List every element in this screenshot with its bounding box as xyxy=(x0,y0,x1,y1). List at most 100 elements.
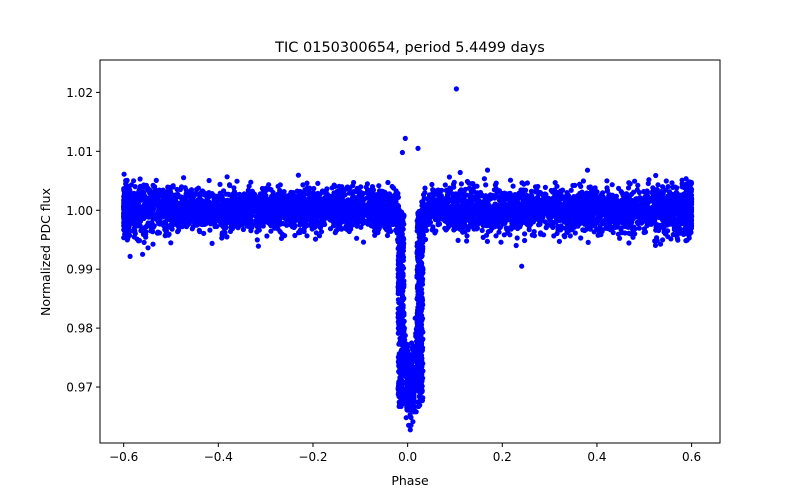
data-point xyxy=(480,234,486,240)
data-point xyxy=(295,172,301,178)
data-point xyxy=(553,204,559,210)
data-point xyxy=(365,210,371,216)
data-point xyxy=(535,183,541,190)
data-point xyxy=(419,199,425,205)
data-point xyxy=(226,192,233,198)
data-point xyxy=(281,189,287,195)
data-point xyxy=(270,210,276,216)
data-point xyxy=(155,209,161,215)
data-point xyxy=(164,189,170,195)
data-point xyxy=(536,222,542,228)
data-point xyxy=(628,219,635,225)
data-point xyxy=(481,203,487,209)
data-point xyxy=(511,222,517,228)
data-point xyxy=(670,191,676,197)
data-point xyxy=(131,178,137,184)
data-point xyxy=(493,233,499,239)
data-point xyxy=(201,208,207,214)
data-point xyxy=(233,191,239,197)
data-point xyxy=(654,235,660,241)
data-point xyxy=(127,253,133,259)
data-point xyxy=(522,237,528,244)
data-point xyxy=(224,197,231,203)
data-point xyxy=(354,235,360,241)
data-point xyxy=(206,177,212,184)
data-point xyxy=(247,197,254,203)
data-point xyxy=(508,217,515,223)
data-point xyxy=(590,188,596,194)
data-point xyxy=(374,205,380,211)
data-point xyxy=(312,236,319,242)
data-point xyxy=(365,221,371,227)
data-point xyxy=(384,232,391,239)
data-point xyxy=(131,218,137,224)
data-point xyxy=(460,223,466,229)
data-point xyxy=(446,174,452,180)
data-point xyxy=(590,212,596,218)
data-point xyxy=(590,192,596,198)
data-point xyxy=(557,211,563,217)
data-point xyxy=(568,187,574,193)
data-point xyxy=(252,198,258,204)
data-point xyxy=(652,242,659,248)
data-point xyxy=(507,177,514,183)
data-point xyxy=(427,193,433,199)
data-point xyxy=(610,218,616,225)
data-point xyxy=(634,187,640,193)
data-point xyxy=(660,237,666,243)
data-point xyxy=(636,225,642,231)
data-point xyxy=(231,185,237,191)
data-point xyxy=(584,198,590,204)
data-point xyxy=(557,215,564,221)
data-point xyxy=(500,194,506,200)
data-point xyxy=(360,239,367,245)
data-point xyxy=(227,211,233,217)
data-point xyxy=(442,182,448,188)
data-point xyxy=(298,213,304,219)
data-point xyxy=(262,193,268,199)
data-point xyxy=(224,202,230,208)
data-point xyxy=(549,204,555,211)
data-point xyxy=(150,241,156,247)
data-point xyxy=(224,234,230,240)
data-point xyxy=(607,195,613,202)
data-point xyxy=(554,230,560,236)
data-point xyxy=(430,224,436,230)
data-point xyxy=(542,191,548,197)
data-point xyxy=(201,230,207,236)
data-point xyxy=(365,187,371,193)
data-point xyxy=(330,223,337,229)
data-point xyxy=(165,202,171,208)
data-point xyxy=(619,190,625,196)
data-point xyxy=(248,201,254,207)
data-point xyxy=(521,198,527,204)
data-point xyxy=(153,177,159,183)
data-point xyxy=(522,231,528,237)
data-point xyxy=(570,182,576,189)
data-point xyxy=(451,227,457,233)
data-point xyxy=(324,191,330,197)
data-point xyxy=(501,232,507,238)
data-point xyxy=(349,222,356,228)
data-point xyxy=(568,199,574,205)
data-point xyxy=(445,224,451,230)
data-point xyxy=(497,225,503,231)
data-point xyxy=(165,232,171,238)
data-point xyxy=(255,243,261,249)
data-point xyxy=(537,208,544,214)
data-point xyxy=(301,225,307,231)
data-point xyxy=(581,203,587,209)
data-point xyxy=(626,240,632,246)
data-point xyxy=(617,235,623,241)
data-point xyxy=(600,190,606,196)
data-point xyxy=(622,220,628,226)
data-point xyxy=(528,188,535,194)
data-point xyxy=(464,233,470,239)
data-point xyxy=(141,239,147,245)
data-point xyxy=(263,212,269,218)
data-point xyxy=(193,203,199,209)
data-point xyxy=(474,201,480,207)
data-point xyxy=(234,178,240,184)
data-point xyxy=(579,192,585,198)
data-point xyxy=(422,185,428,191)
